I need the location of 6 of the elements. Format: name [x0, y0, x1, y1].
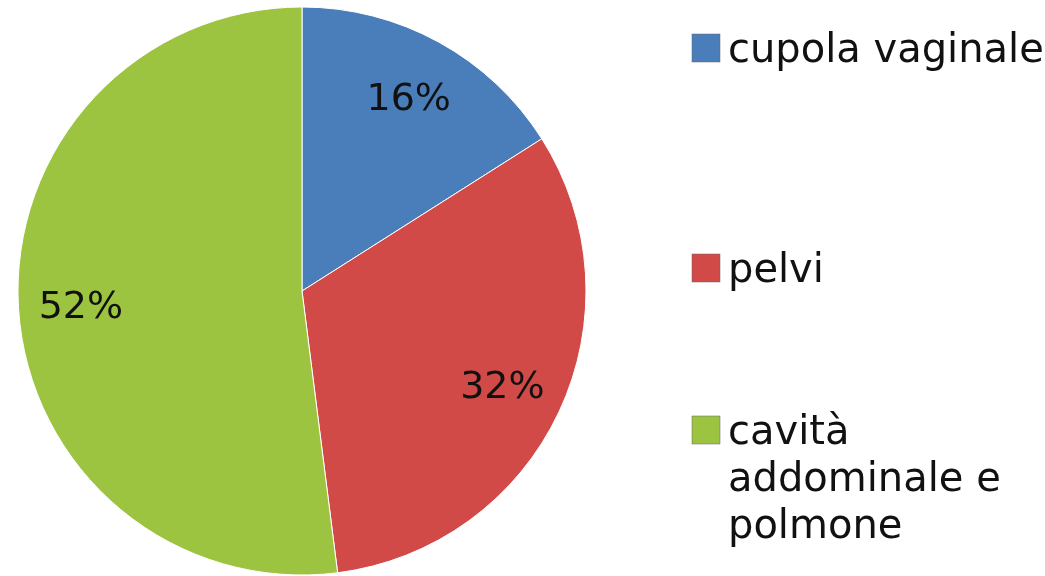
- data-label: 52%: [38, 282, 124, 327]
- legend-label: cupola vaginale: [728, 25, 1044, 71]
- legend-label: pelvi: [728, 245, 824, 291]
- legend-label: cavità addominale e polmone: [728, 407, 1001, 547]
- data-label: 32%: [460, 363, 545, 408]
- data-label: 16%: [366, 74, 451, 119]
